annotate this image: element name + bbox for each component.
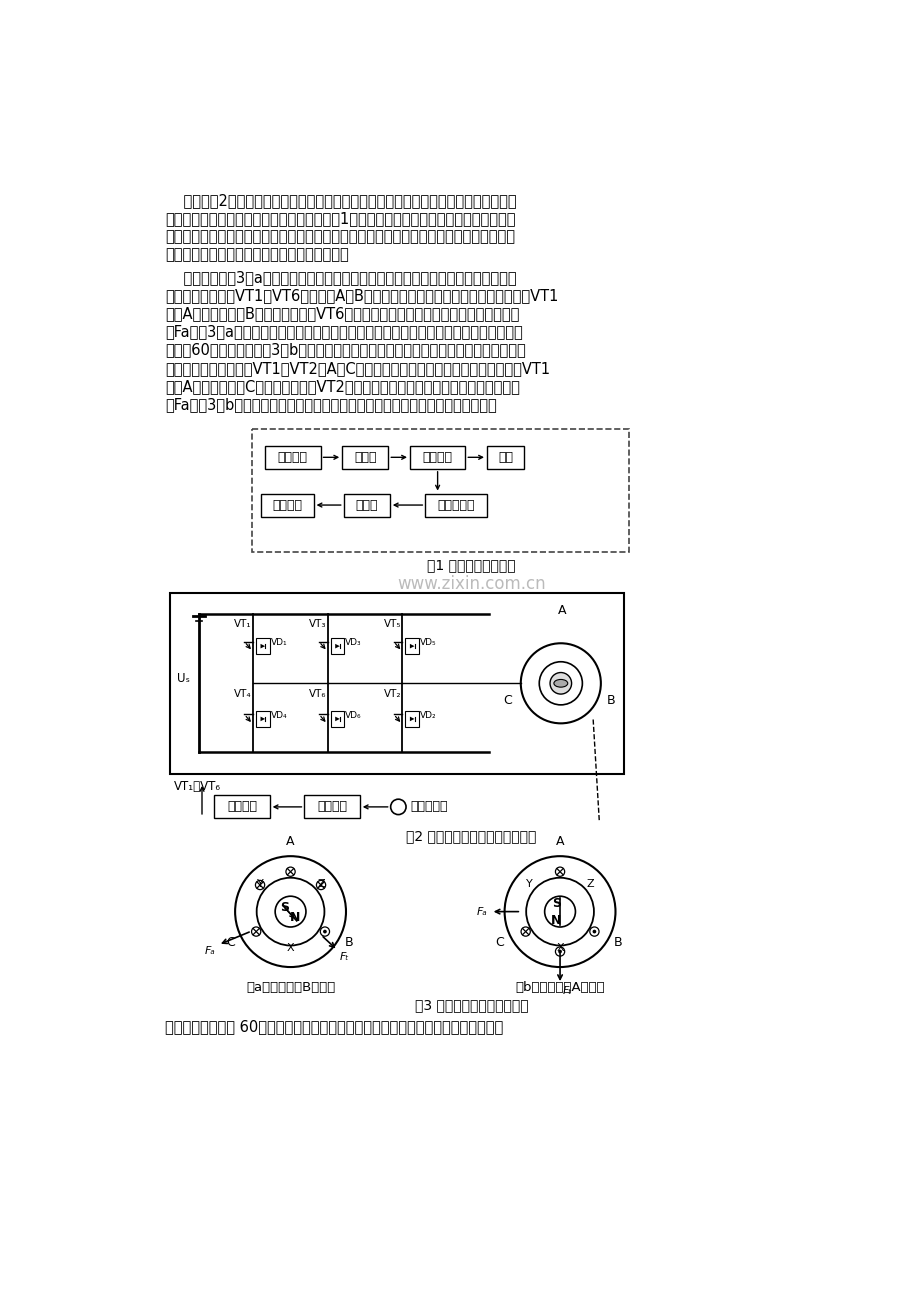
Text: 图1 无刷直流电机组成: 图1 无刷直流电机组成 — [426, 559, 516, 572]
Text: B: B — [614, 936, 622, 949]
Text: www.zixin.com.cn: www.zixin.com.cn — [397, 575, 545, 594]
Text: 图3 无刷直流电机工作原理图: 图3 无刷直流电机工作原理图 — [414, 997, 528, 1012]
Text: VT₃: VT₃ — [309, 618, 326, 629]
Polygon shape — [335, 716, 339, 721]
Bar — [405, 711, 419, 727]
Text: C: C — [495, 936, 504, 949]
Text: VT₄: VT₄ — [234, 689, 252, 699]
Text: A: A — [286, 836, 294, 849]
Text: 位置信号进行逻辑变换后产生驱动信号，驱动信号经驱动电路隔离放大后控制逆变器的功率: 位置信号进行逻辑变换后产生驱动信号，驱动信号经驱动电路隔离放大后控制逆变器的功率 — [165, 229, 515, 245]
Text: 输出: 输出 — [497, 450, 512, 464]
Bar — [265, 445, 320, 469]
Text: Uₛ: Uₛ — [177, 672, 190, 685]
Text: 下面以图2所示的两相导通星形三相六状态无刷直流电动机为例来说明其工作原理。电: 下面以图2所示的两相导通星形三相六状态无刷直流电动机为例来说明其工作原理。电 — [165, 193, 516, 208]
Text: 转子在空间每转过 60电角度，逆变器开关就发生一次切换，功率开关管的导通逻辑以: 转子在空间每转过 60电角度，逆变器开关就发生一次切换，功率开关管的导通逻辑以 — [165, 1019, 503, 1034]
Text: A: A — [555, 836, 563, 849]
Text: Z: Z — [586, 879, 594, 889]
Text: 驱动电路: 驱动电路 — [227, 801, 256, 814]
Text: Fₐ: Fₐ — [204, 947, 215, 957]
Text: Fₐ: Fₐ — [476, 906, 487, 917]
Text: 直流电源: 直流电源 — [278, 450, 308, 464]
Text: Y: Y — [526, 879, 532, 889]
Text: 控制信号: 控制信号 — [272, 499, 302, 512]
Text: 控制器: 控制器 — [355, 499, 378, 512]
Text: Fₜ: Fₜ — [339, 952, 348, 962]
Polygon shape — [410, 644, 414, 648]
Text: 位置传感器: 位置传感器 — [410, 801, 448, 814]
Bar — [169, 592, 623, 773]
Text: 开关管，使电机的各相绕组按一定的顺序工作。: 开关管，使电机的各相绕组按一定的顺序工作。 — [165, 247, 348, 263]
Polygon shape — [260, 716, 265, 721]
Text: X: X — [556, 943, 563, 953]
Bar — [344, 493, 390, 517]
Text: A: A — [558, 604, 566, 617]
Bar — [255, 711, 269, 727]
Bar — [330, 638, 344, 654]
Text: N: N — [289, 911, 300, 924]
Bar — [410, 445, 465, 469]
Bar — [425, 493, 486, 517]
Bar — [405, 638, 419, 654]
Bar — [486, 445, 523, 469]
Text: VT₅: VT₅ — [383, 618, 401, 629]
Circle shape — [558, 950, 561, 953]
Ellipse shape — [553, 680, 567, 687]
Text: B: B — [607, 694, 615, 707]
Circle shape — [550, 673, 571, 694]
Text: 流入A相绕组，再从B相绕组流出，经VT6回到电源的负极。电驱绕组在空间产生的磁动: 流入A相绕组，再从B相绕组流出，经VT6回到电源的负极。电驱绕组在空间产生的磁动 — [165, 306, 519, 322]
Text: N: N — [550, 914, 561, 927]
Polygon shape — [260, 644, 265, 648]
Text: VD₁: VD₁ — [270, 638, 287, 647]
Text: 变换后驱动逆变器，使VT1、VT2，A、C两相绕组通电，电流从电源的正极流出，经VT1: 变换后驱动逆变器，使VT1、VT2，A、C两相绕组通电，电流从电源的正极流出，经… — [165, 361, 550, 376]
Text: VD₄: VD₄ — [270, 711, 287, 720]
Text: X: X — [287, 943, 294, 953]
Text: 转子旋转到图3（a）所示的位置时，转子位置传感器输出的信号经控制电路逻辑变换: 转子旋转到图3（a）所示的位置时，转子位置传感器输出的信号经控制电路逻辑变换 — [165, 271, 516, 285]
Text: C: C — [503, 694, 511, 707]
Text: （a）磁极处于B相平面: （a）磁极处于B相平面 — [245, 980, 335, 993]
Text: VT₁～VT₆: VT₁～VT₆ — [174, 780, 221, 793]
Text: C: C — [226, 936, 234, 949]
Bar — [330, 711, 344, 727]
Text: 势Fa如图3（a）所示，此时定转子磁场相互作用，使电机的转子顺时针转动。当转子在空: 势Fa如图3（a）所示，此时定转子磁场相互作用，使电机的转子顺时针转动。当转子在… — [165, 324, 522, 340]
Text: 后驱动逆变器，使VT1、VT6导通，即A、B两相绕组通电，电流从电源的正极流出，经VT1: 后驱动逆变器，使VT1、VT6导通，即A、B两相绕组通电，电流从电源的正极流出，… — [165, 288, 558, 303]
Bar — [342, 445, 388, 469]
Text: 逆变器: 逆变器 — [354, 450, 376, 464]
Text: Y: Y — [256, 879, 263, 889]
Text: Fₜ: Fₜ — [562, 986, 573, 996]
Bar — [255, 638, 269, 654]
Text: 图2 三相无刷直流电机系统原理图: 图2 三相无刷直流电机系统原理图 — [406, 829, 536, 844]
Text: 间转过60电角度，到达图3（b）所示位置时，转子位置传感器输出的信号经控制电路逻辑: 间转过60电角度，到达图3（b）所示位置时，转子位置传感器输出的信号经控制电路逻… — [165, 342, 526, 358]
Bar — [214, 796, 269, 819]
Bar — [304, 796, 359, 819]
Polygon shape — [410, 716, 414, 721]
Text: （b）磁极处于A相平面: （b）磁极处于A相平面 — [515, 980, 604, 993]
Text: 流入A相绕组，再从C相绕组流出，经VT2回到电源的负极。电驱绕组在空间产生的磁动: 流入A相绕组，再从C相绕组流出，经VT2回到电源的负极。电驱绕组在空间产生的磁动 — [165, 379, 519, 393]
Text: VT₁: VT₁ — [234, 618, 252, 629]
Text: 机本体的电枢绕组为三相星形连接，极对数为1，位置传感器与电机本体同轴，控制电路对: 机本体的电枢绕组为三相星形连接，极对数为1，位置传感器与电机本体同轴，控制电路对 — [165, 211, 515, 227]
Text: 位置检测器: 位置检测器 — [437, 499, 474, 512]
Text: 势Fa如图3（b）所示，此时定转子磁场相互作用，使电机的转子继续顺时针转动。: 势Fa如图3（b）所示，此时定转子磁场相互作用，使电机的转子继续顺时针转动。 — [165, 397, 496, 411]
Bar — [252, 428, 629, 552]
Bar — [261, 493, 313, 517]
Circle shape — [323, 931, 325, 932]
Text: VT₂: VT₂ — [383, 689, 401, 699]
Text: S: S — [551, 897, 560, 910]
Text: 电机本体: 电机本体 — [422, 450, 452, 464]
Text: VT₆: VT₆ — [309, 689, 326, 699]
Circle shape — [593, 931, 595, 932]
Text: 控制电路: 控制电路 — [317, 801, 346, 814]
Text: VD₂: VD₂ — [419, 711, 436, 720]
Text: S: S — [279, 901, 289, 914]
Text: VD₃: VD₃ — [345, 638, 361, 647]
Text: B: B — [345, 936, 353, 949]
Text: VD₅: VD₅ — [419, 638, 436, 647]
Text: Z: Z — [317, 879, 324, 889]
Text: VD₆: VD₆ — [345, 711, 361, 720]
Polygon shape — [335, 644, 339, 648]
